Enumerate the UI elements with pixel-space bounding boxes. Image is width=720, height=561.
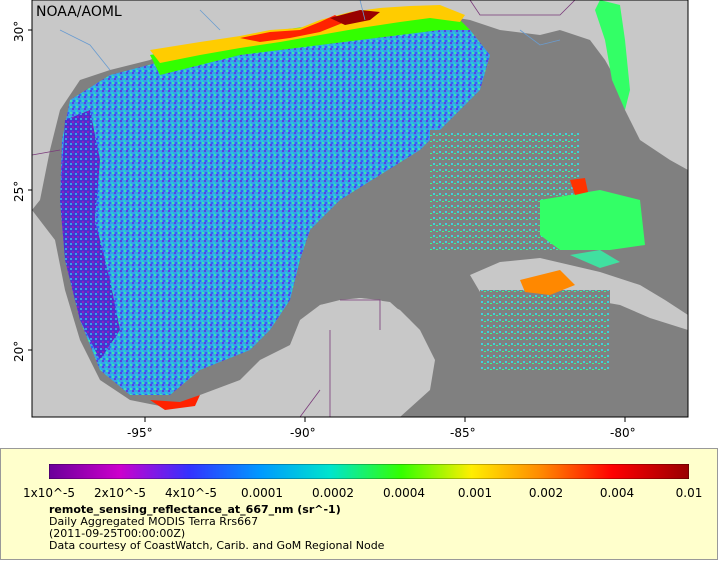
colorbar-label: 2x10^-5 xyxy=(93,486,147,500)
bank-teal-data xyxy=(570,250,620,268)
lon-label-80: -80° xyxy=(610,426,636,440)
colorbar-label: 4x10^-5 xyxy=(164,486,218,500)
lon-label-95: -95° xyxy=(127,426,153,440)
lat-label-30: 30° xyxy=(12,20,26,42)
lon-label-90: -90° xyxy=(290,426,316,440)
variable-name: remote_sensing_reflectance_at_667_nm (sr… xyxy=(49,503,341,516)
dataset-time: (2011-09-25T00:00:00Z) xyxy=(49,527,186,540)
colorbar-label: 1x10^-5 xyxy=(22,486,76,500)
colorbar-label: 0.01 xyxy=(675,486,703,500)
colorbar-label: 0.0002 xyxy=(312,486,354,500)
bank-green-data xyxy=(540,190,645,250)
legend-text: remote_sensing_reflectance_at_667_nm (sr… xyxy=(49,504,384,552)
river-mouth-darkred xyxy=(330,10,380,25)
caribbean-scatter-data xyxy=(480,290,610,370)
land-yucatan xyxy=(270,298,420,417)
colorbar-label: 0.004 xyxy=(599,486,635,500)
colorbar-label: 0.001 xyxy=(457,486,493,500)
atlantic-coast-green xyxy=(595,0,630,110)
colorbar-label: 0.0004 xyxy=(383,486,425,500)
data-courtesy: Data courtesy of CoastWatch, Carib. and … xyxy=(49,539,385,552)
keys-red-spot xyxy=(570,178,588,195)
lon-label-85: -85° xyxy=(450,426,476,440)
map-image xyxy=(28,0,689,422)
axis-ticks xyxy=(28,29,626,422)
credit-label: NOAA/AOML xyxy=(36,4,122,20)
colorbar-label: 0.0001 xyxy=(241,486,283,500)
plot-frame xyxy=(31,0,689,418)
legend-panel: 1x10^-5 2x10^-5 4x10^-5 0.0001 0.0002 0.… xyxy=(0,448,718,560)
rivers xyxy=(59,0,561,71)
map-panel: NOAA/AOML -95° -90° -85° -80° 30° 25° 20… xyxy=(12,0,689,440)
dataset-title: Daily Aggregated MODIS Terra Rrs667 xyxy=(49,515,259,528)
lat-label-20: 20° xyxy=(12,340,26,362)
colorbar-gradient xyxy=(49,464,689,479)
gulf-water-data xyxy=(60,25,490,395)
coastal-red-band xyxy=(240,15,345,42)
colorbar-label: 0.002 xyxy=(528,486,564,500)
lat-label-25: 25° xyxy=(12,180,26,202)
cuba-coast-orange xyxy=(520,270,575,295)
political-borders xyxy=(31,0,576,418)
gulf-western-purple-data xyxy=(60,110,120,360)
campeche-red-band xyxy=(150,395,200,410)
coastal-green-band xyxy=(150,10,470,75)
colorbar xyxy=(49,464,689,479)
